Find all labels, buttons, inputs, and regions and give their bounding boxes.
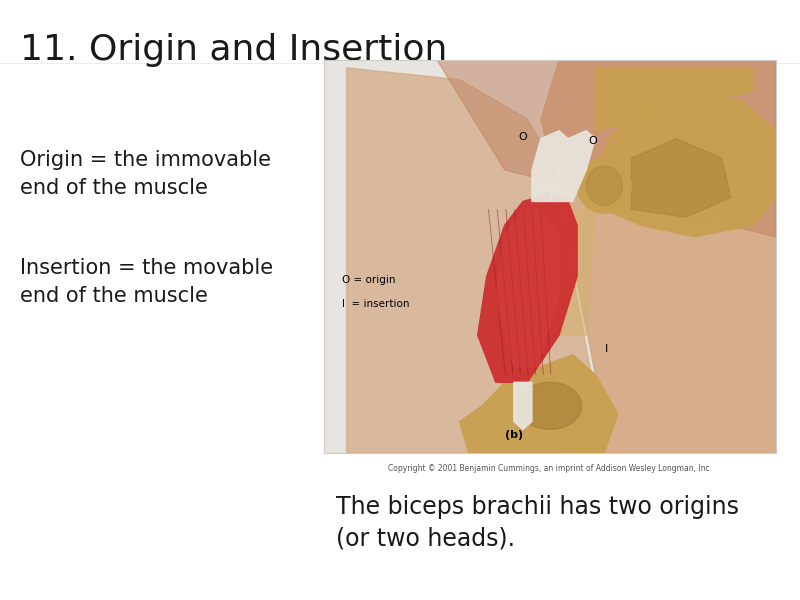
Polygon shape (437, 60, 776, 237)
Text: 11. Origin and Insertion: 11. Origin and Insertion (20, 33, 447, 67)
Polygon shape (595, 91, 776, 237)
Polygon shape (532, 131, 568, 202)
Polygon shape (346, 68, 595, 453)
Polygon shape (595, 68, 754, 131)
Text: Insertion = the movable
end of the muscle: Insertion = the movable end of the muscl… (20, 258, 273, 306)
Ellipse shape (518, 382, 582, 430)
Polygon shape (478, 194, 577, 382)
Polygon shape (459, 355, 618, 453)
Text: I: I (605, 344, 608, 354)
Polygon shape (559, 209, 595, 335)
Text: O: O (589, 136, 598, 146)
Polygon shape (550, 131, 595, 202)
Text: O: O (518, 131, 527, 142)
Ellipse shape (577, 158, 631, 213)
Polygon shape (541, 60, 776, 453)
Polygon shape (514, 382, 532, 430)
Text: Origin = the immovable
end of the muscle: Origin = the immovable end of the muscle (20, 150, 271, 198)
Polygon shape (631, 139, 731, 217)
Text: (b): (b) (505, 430, 523, 440)
Text: I  = insertion: I = insertion (342, 299, 410, 308)
Text: The biceps brachii has two origins
(or two heads).: The biceps brachii has two origins (or t… (336, 495, 739, 551)
Ellipse shape (586, 166, 622, 205)
Text: Copyright © 2001 Benjamin Cummings, an imprint of Addison Wesley Longman, Inc.: Copyright © 2001 Benjamin Cummings, an i… (388, 464, 712, 473)
Text: O = origin: O = origin (342, 275, 395, 285)
Polygon shape (496, 209, 559, 367)
